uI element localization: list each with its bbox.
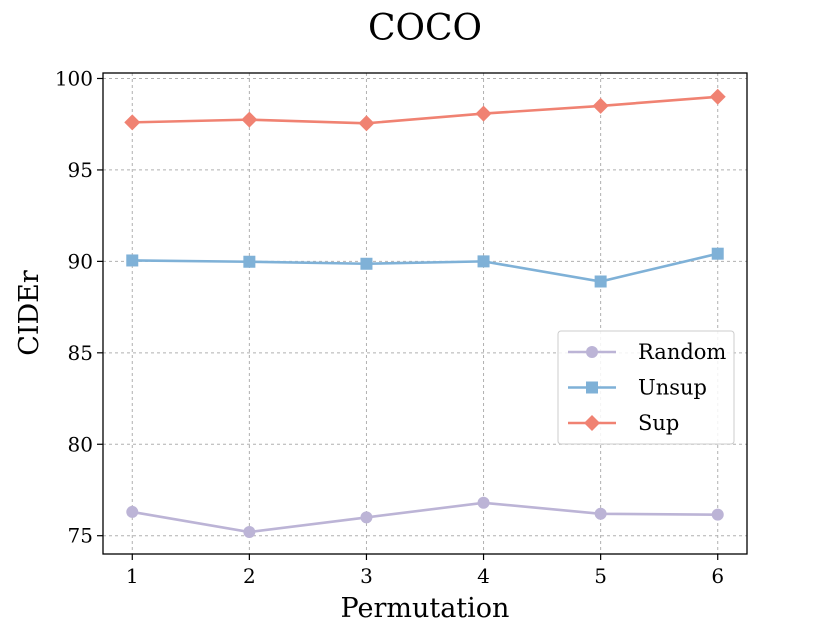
y-tick-label: 80	[68, 432, 93, 456]
series-line-sup	[132, 95, 718, 125]
data-point-unsup	[126, 254, 139, 267]
legend-marker-sup	[584, 415, 600, 431]
y-axis-label: CIDEr	[14, 270, 45, 356]
data-point-unsup	[243, 255, 256, 268]
series-sup	[124, 88, 726, 132]
x-tick-label: 6	[711, 564, 724, 588]
grid	[103, 73, 747, 554]
x-tick-label: 1	[126, 564, 139, 588]
x-axis-label: Permutation	[341, 593, 510, 623]
series-line-random	[132, 501, 718, 534]
data-point-sup	[592, 97, 609, 114]
data-point-random	[477, 496, 490, 509]
legend-box	[557, 330, 735, 445]
x-tick-label: 2	[243, 564, 256, 588]
axis-ticks: 1 2 3 4 5 6 75 80 85 90 95 100	[55, 66, 724, 588]
legend-label-sup: Sup	[638, 411, 679, 435]
data-point-random	[711, 508, 724, 521]
chart-title: COCO	[368, 8, 482, 49]
data-point-unsup	[477, 255, 490, 268]
data-point-sup	[241, 111, 258, 128]
series-random	[126, 496, 724, 539]
x-tick-label: 3	[360, 564, 373, 588]
data-point-sup	[358, 115, 375, 132]
x-tick-label: 4	[477, 564, 490, 588]
legend-label-random: Random	[638, 340, 726, 364]
plot-frame	[102, 72, 748, 555]
series-layer	[124, 88, 726, 539]
legend-item-sup: Sup	[568, 411, 679, 435]
series-line-unsup	[132, 252, 719, 283]
x-tick-label: 5	[594, 564, 607, 588]
y-tick-label: 75	[68, 524, 93, 548]
data-point-sup	[475, 105, 492, 122]
data-point-random	[594, 507, 607, 520]
legend-marker-random	[586, 346, 598, 358]
y-tick-label: 90	[68, 249, 93, 273]
series-unsup	[126, 247, 724, 288]
y-tick-label: 85	[68, 341, 93, 365]
y-tick-label: 95	[68, 158, 93, 182]
data-point-random	[243, 526, 256, 539]
legend: Random Unsup Sup	[557, 330, 735, 445]
data-point-unsup	[360, 257, 373, 270]
legend-item-unsup: Unsup	[568, 376, 707, 400]
y-tick-label: 100	[55, 66, 93, 90]
legend-item-random: Random	[568, 340, 726, 364]
data-point-sup	[709, 88, 726, 105]
data-point-unsup	[711, 247, 724, 260]
data-point-unsup	[594, 275, 607, 288]
data-point-random	[126, 505, 139, 518]
legend-marker-unsup	[586, 381, 598, 394]
data-point-sup	[124, 114, 141, 131]
legend-label-unsup: Unsup	[638, 376, 707, 400]
data-point-random	[360, 511, 373, 524]
